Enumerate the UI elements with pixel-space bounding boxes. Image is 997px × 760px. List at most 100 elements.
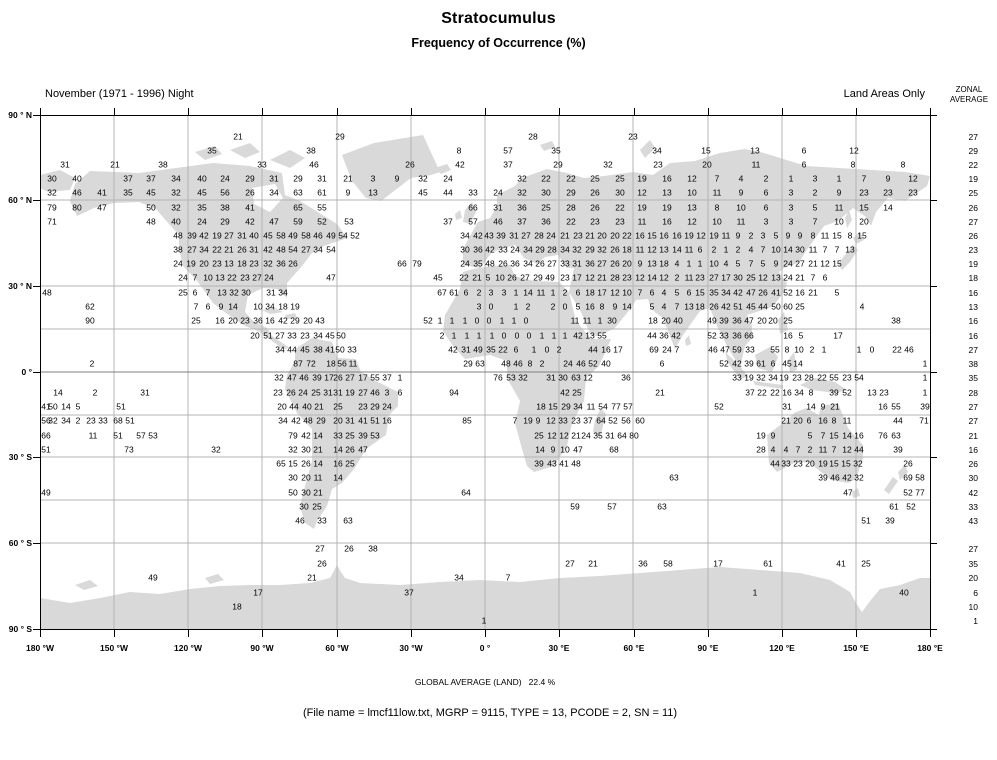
grid-value: 61 (756, 358, 766, 369)
grid-value: 48 (571, 458, 581, 469)
grid-value: 15 (829, 430, 839, 441)
grid-value: 41 (559, 458, 569, 469)
grid-value: 49 (326, 230, 336, 241)
grid-value: 1 (397, 372, 403, 383)
grid-value: 57 (607, 501, 617, 512)
grid-value: 7 (795, 444, 801, 455)
grid-value: 47 (287, 372, 297, 383)
grid-value: 44 (647, 330, 657, 341)
axis-tick (33, 372, 40, 373)
grid-value: 55 (770, 344, 780, 355)
grid-value: 1 (531, 344, 537, 355)
lon-tick-label: 120 °W (174, 643, 202, 653)
grid-value: 41 (771, 287, 781, 298)
grid-value: 2 (439, 330, 445, 341)
grid-value: 44 (770, 458, 780, 469)
grid-value: 9 (773, 258, 779, 269)
grid-value: 1 (597, 315, 603, 326)
grid-value: 7 (861, 173, 867, 184)
zonal-average-value: 16 (968, 288, 978, 298)
grid-value: 18 (326, 358, 336, 369)
grid-value: 54 (326, 244, 336, 255)
grid-value: 6 (463, 287, 469, 298)
grid-value: 12 (842, 444, 852, 455)
grid-value: 49 (707, 315, 717, 326)
grid-value: 3 (788, 216, 794, 227)
period-label: November (1971 - 1996) Night (45, 88, 194, 100)
grid-value: 24 (264, 272, 274, 283)
grid-value: 18 (659, 258, 669, 269)
grid-value: 21 (314, 401, 324, 412)
grid-value: 25 (590, 173, 600, 184)
grid-value: 3 (763, 216, 769, 227)
grid-value: 38 (158, 159, 168, 170)
grid-value: 22 (227, 272, 237, 283)
grid-value: 52 (588, 358, 598, 369)
grid-value: 29 (335, 131, 345, 142)
grid-value: 31 (461, 344, 471, 355)
grid-value: 29 (316, 415, 326, 426)
grid-value: 2 (812, 187, 818, 198)
grid-value: 45 (263, 230, 273, 241)
grid-value: 50 (288, 487, 298, 498)
grid-value: 22 (892, 344, 902, 355)
grid-value: 45 (433, 272, 443, 283)
grid-value: 16 (215, 315, 225, 326)
zonal-average-value: 6 (973, 588, 978, 598)
grid-value: 24 (460, 258, 470, 269)
zonal-average-value: 27 (968, 544, 978, 554)
zonal-average-value: 26 (968, 203, 978, 213)
grid-value: 29 (220, 216, 230, 227)
grid-value: 4 (723, 258, 729, 269)
grid-value: 6 (763, 202, 769, 213)
zonal-average-value: 27 (968, 416, 978, 426)
grid-value: 51 (861, 515, 871, 526)
grid-value: 7 (714, 173, 720, 184)
grid-value: 12 (547, 430, 557, 441)
grid-value: 57 (136, 430, 146, 441)
grid-value: 33 (287, 330, 297, 341)
grid-value: 64 (461, 487, 471, 498)
axis-tick (559, 630, 560, 637)
grid-value: 32 (517, 187, 527, 198)
grid-value: 16 (783, 330, 793, 341)
grid-value: 16 (659, 230, 669, 241)
grid-value: 7 (820, 430, 826, 441)
grid-value: 39 (358, 430, 368, 441)
grid-value: 2 (476, 287, 482, 298)
grid-value: 39 (893, 444, 903, 455)
grid-value: 33 (468, 187, 478, 198)
grid-value: 34 (560, 244, 570, 255)
grid-value: 24 (662, 344, 672, 355)
grid-value: 25 (345, 430, 355, 441)
lon-tick-label: 180 °E (917, 643, 943, 653)
grid-value: 4 (859, 301, 865, 312)
grid-value: 15 (841, 458, 851, 469)
axis-tick (856, 630, 857, 637)
lon-tick-label: 180 °W (26, 643, 54, 653)
axis-tick (337, 630, 338, 637)
grid-value: 39 (818, 472, 828, 483)
grid-value: 52 (719, 358, 729, 369)
grid-value: 9 (820, 401, 826, 412)
axis-tick (33, 115, 40, 116)
grid-value: 58 (915, 472, 925, 483)
grid-value: 34 (454, 572, 464, 583)
grid-value: 31 (249, 244, 259, 255)
grid-value: 20 (610, 230, 620, 241)
zonal-average-value: 16 (968, 445, 978, 455)
grid-value: 16 (601, 344, 611, 355)
grid-value: 48 (173, 230, 183, 241)
grid-value: 19 (756, 430, 766, 441)
zonal-average-value: 20 (968, 573, 978, 583)
grid-value: 44 (588, 344, 598, 355)
grid-value: 33 (347, 344, 357, 355)
grid-value: 20 (597, 230, 607, 241)
grid-value: 17 (833, 330, 843, 341)
grid-value: 30 (733, 272, 743, 283)
grid-value: 25 (746, 272, 756, 283)
grid-value: 51 (41, 444, 51, 455)
grid-value: 45 (325, 330, 335, 341)
zonal-average-value: 38 (968, 359, 978, 369)
grid-value: 18 (648, 315, 658, 326)
